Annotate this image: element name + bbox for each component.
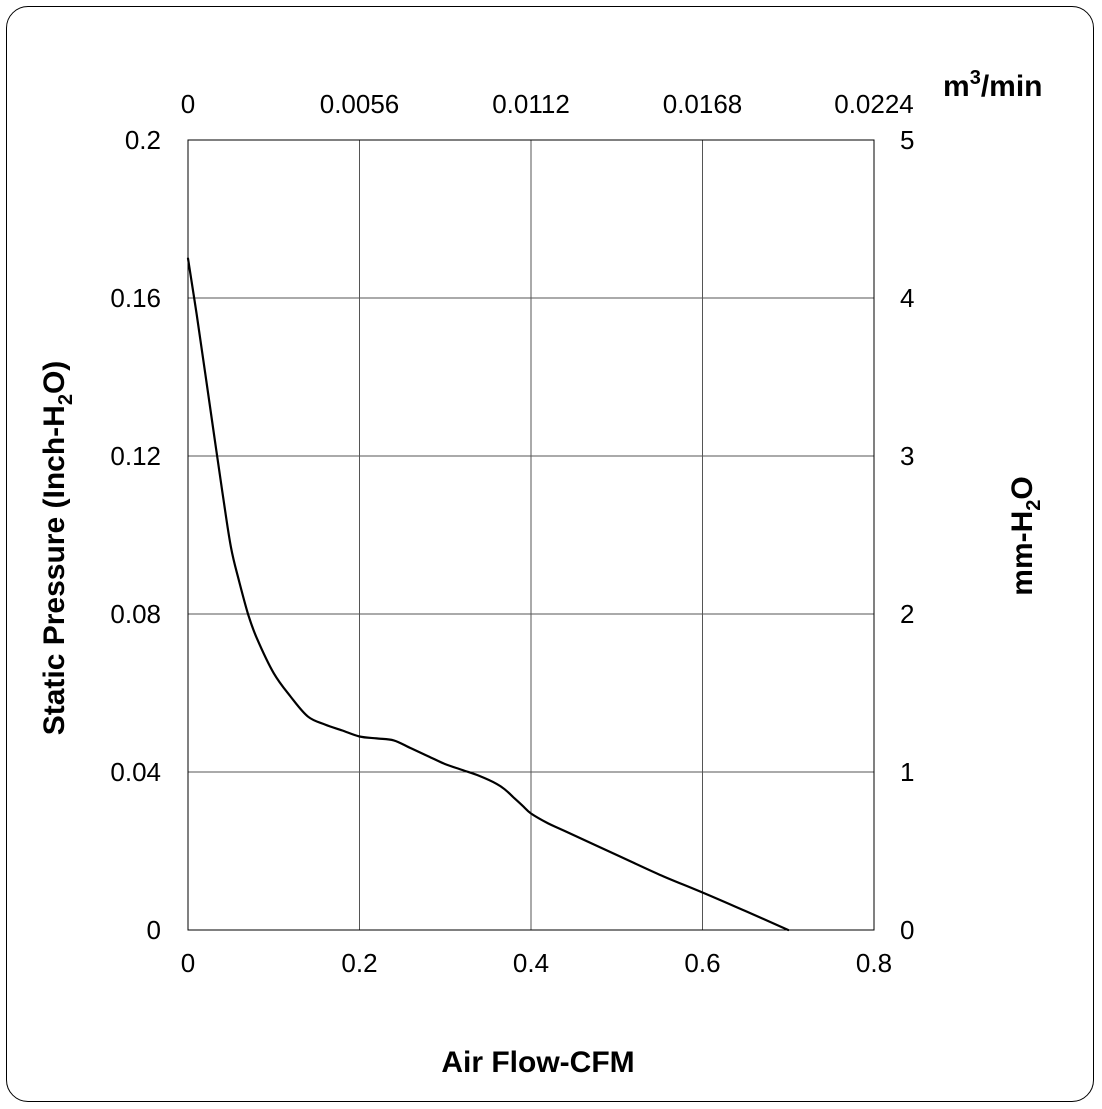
left-y-axis-title-main: Static Pressure (Inch-H [38, 405, 71, 735]
y-tick-label: 0.12 [110, 441, 161, 471]
right-y-axis-title: mm-H2O [1006, 476, 1045, 595]
y-tick-label: 0.16 [110, 283, 161, 313]
right-tick-label: 5 [900, 125, 914, 155]
pressure-curve [186, 257, 790, 932]
top-tick-label: 0.0168 [663, 89, 743, 119]
x-tick-label: 0.2 [341, 948, 377, 978]
top-tick-label: 0.0056 [320, 89, 400, 119]
grid-lines [188, 140, 874, 930]
top-axis-unit: m3/min [943, 67, 1042, 103]
x-tick-label: 0.4 [513, 948, 549, 978]
x-tick-label: 0 [181, 948, 195, 978]
top-tick-label: 0 [181, 89, 195, 119]
right-y-axis-title-main: mm-H [1006, 511, 1039, 596]
right-y-axis-title-end: O [1006, 476, 1039, 499]
plot-area [187, 139, 875, 931]
top-tick-label: 0.0224 [834, 89, 914, 119]
x-tick-label: 0.8 [856, 948, 892, 978]
top-axis-unit-end: /min [981, 70, 1043, 103]
top-tick-label: 0.0112 [492, 89, 570, 119]
right-tick-label: 1 [900, 757, 914, 787]
y-tick-label: 0.2 [125, 125, 161, 155]
top-axis-unit-main: m [943, 70, 970, 103]
x-axis-title: Air Flow-CFM [441, 1046, 634, 1079]
left-y-axis-title-subscript: 2 [55, 394, 77, 405]
right-tick-label: 2 [900, 599, 914, 629]
y-tick-label: 0.04 [110, 757, 161, 787]
left-y-axis-title: Static Pressure (Inch-H2O) [38, 361, 77, 736]
chart-frame [6, 6, 1094, 1102]
x-tick-label: 0.6 [684, 948, 720, 978]
top-axis-unit-superscript: 3 [970, 67, 981, 89]
right-tick-label: 0 [900, 915, 914, 945]
left-y-axis-title-end: O) [38, 361, 71, 394]
y-tick-label: 0.08 [110, 599, 161, 629]
right-tick-label: 4 [900, 283, 914, 313]
y-tick-label: 0 [147, 915, 161, 945]
right-y-axis-title-subscript: 2 [1023, 500, 1045, 511]
right-tick-label: 3 [900, 441, 914, 471]
